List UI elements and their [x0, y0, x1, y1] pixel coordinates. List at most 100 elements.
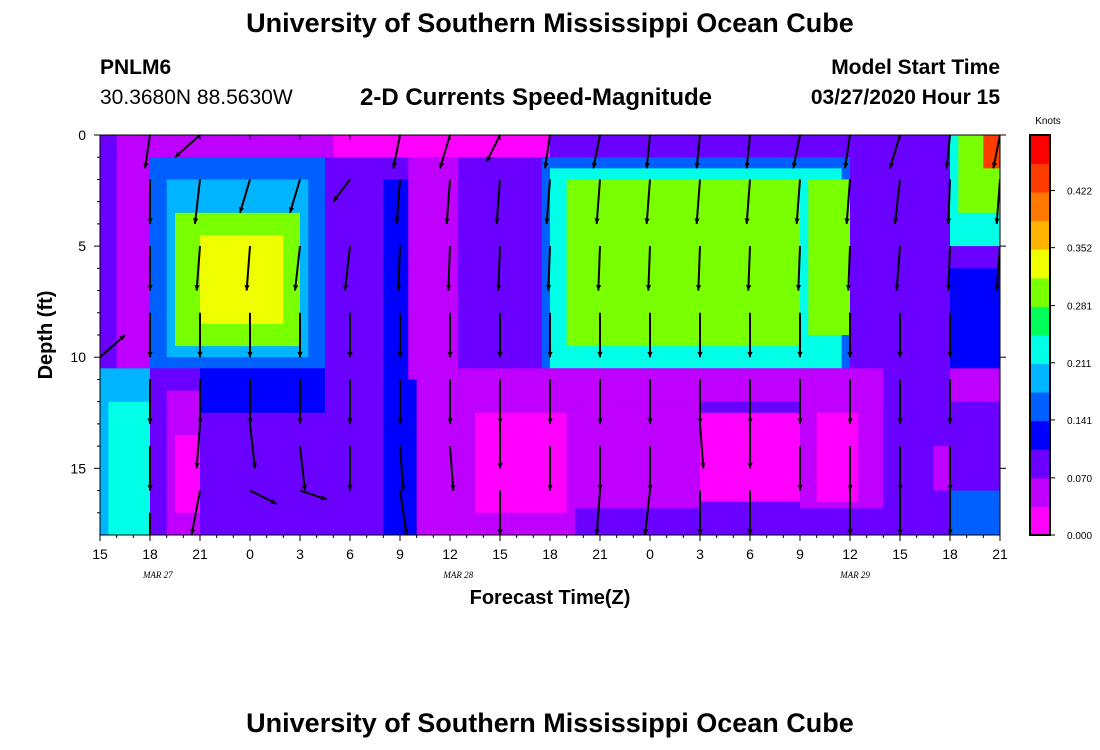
current-arrow	[347, 379, 353, 424]
current-arrow	[347, 446, 353, 491]
current-arrow	[247, 312, 253, 358]
page-title-top: University of Southern Mississippi Ocean…	[246, 8, 854, 38]
current-arrow	[897, 379, 903, 424]
colorbar-tick-label: 0.281	[1067, 302, 1092, 313]
heatmap-cell	[850, 157, 900, 380]
current-arrow	[794, 179, 801, 224]
current-arrow	[644, 135, 651, 169]
current-arrow	[194, 246, 201, 291]
current-arrow	[894, 246, 901, 291]
colorbar-tick-label: 0.000	[1067, 531, 1092, 542]
current-arrow	[889, 135, 901, 169]
heatmap-cell	[200, 235, 284, 324]
current-arrow	[747, 423, 753, 469]
current-arrow	[249, 423, 257, 469]
current-arrow	[847, 379, 853, 424]
x-tick-label: 21	[992, 546, 1008, 562]
current-arrow	[647, 312, 653, 358]
current-arrow	[343, 245, 351, 291]
current-arrow	[297, 379, 303, 424]
colorbar-segment	[1030, 477, 1050, 507]
current-arrow	[149, 512, 151, 535]
current-arrow	[485, 135, 501, 163]
colorbar-segment	[1030, 249, 1050, 279]
x-tick-label: 9	[796, 546, 804, 562]
colorbar-segment	[1030, 277, 1050, 307]
current-arrow	[694, 135, 701, 169]
colorbar-segment	[1030, 363, 1050, 393]
current-arrow	[332, 178, 351, 203]
current-arrow	[297, 312, 303, 358]
current-arrow	[397, 379, 403, 424]
current-arrow	[347, 312, 353, 358]
x-tick-label: 15	[492, 546, 508, 562]
colorbar-segment	[1030, 192, 1050, 222]
current-arrow	[897, 446, 903, 491]
colorbar-segment	[1030, 135, 1050, 165]
heatmap-cell	[100, 135, 117, 358]
colorbar-tick-label: 0.422	[1067, 187, 1092, 198]
current-arrow	[944, 135, 951, 169]
current-arrow	[293, 245, 301, 291]
y-tick-label: 0	[78, 127, 86, 143]
current-arrow	[147, 246, 153, 291]
colorbar-tick-label: 0.141	[1067, 416, 1092, 427]
heatmap-cell	[950, 268, 1000, 380]
y-tick-label: 15	[70, 460, 86, 476]
y-tick-label: 5	[78, 238, 86, 254]
current-arrow	[147, 446, 153, 491]
x-tick-label: 18	[542, 546, 558, 562]
current-arrow	[147, 379, 153, 424]
colorbar: 0.000 0.070 0.141 0.211 0.281 0.352 0.422	[1029, 134, 1092, 542]
heatmap-cell	[333, 135, 550, 158]
x-date-label: MAR 29	[839, 570, 870, 580]
current-arrow	[497, 490, 503, 535]
current-arrow	[394, 179, 401, 224]
current-arrow	[847, 446, 853, 491]
current-arrow	[444, 179, 451, 224]
heatmap-cell	[550, 135, 967, 158]
model-start-label: Model Start Time	[831, 56, 1000, 79]
current-arrow	[947, 312, 953, 358]
current-arrow	[594, 490, 601, 535]
colorbar-segment	[1030, 420, 1050, 450]
x-tick-label: 6	[746, 546, 754, 562]
heatmap-cell	[583, 201, 775, 324]
colorbar-segment	[1030, 335, 1050, 365]
current-arrow	[547, 446, 553, 491]
current-arrow	[399, 446, 406, 491]
current-arrow	[697, 379, 703, 424]
current-arrow	[594, 179, 601, 224]
model-start-value: 03/27/2020 Hour 15	[810, 86, 1000, 109]
current-arrow	[595, 246, 602, 291]
heatmap-cell	[816, 412, 859, 502]
current-arrow	[597, 379, 603, 424]
current-arrow	[843, 135, 851, 169]
current-arrow	[395, 246, 402, 291]
current-arrow	[797, 379, 803, 424]
x-tick-label: 21	[192, 546, 208, 562]
x-tick-label: 6	[346, 546, 354, 562]
x-tick-label: 3	[696, 546, 704, 562]
current-arrow	[893, 179, 901, 225]
current-arrow	[597, 446, 603, 491]
current-arrow	[494, 179, 501, 224]
current-arrow	[644, 179, 651, 224]
current-arrow	[591, 135, 601, 169]
station-coordinates: 30.3680N 88.5630W	[100, 86, 293, 109]
y-axis-title: Depth (ft)	[35, 291, 57, 380]
colorbar-frame	[1029, 134, 1051, 536]
heatmap-layer	[100, 135, 1000, 535]
colorbar-unit-label: Knots	[1035, 116, 1061, 127]
current-arrow	[543, 135, 551, 169]
current-arrow	[647, 446, 653, 491]
current-arrow	[100, 334, 126, 358]
heatmap-cell	[325, 157, 384, 535]
x-tick-label: 18	[942, 546, 958, 562]
colorbar-segment	[1030, 220, 1050, 250]
heatmap-cell	[575, 508, 950, 535]
colorbar-segment	[1030, 306, 1050, 336]
x-tick-label: 9	[396, 546, 404, 562]
current-arrow	[699, 423, 706, 469]
